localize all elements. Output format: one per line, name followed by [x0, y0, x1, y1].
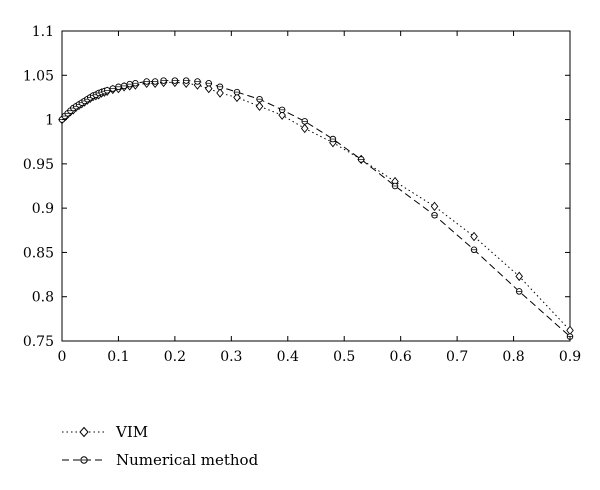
- data-point-vim: [233, 92, 241, 103]
- y-tick-label: 0.75: [23, 334, 54, 350]
- legend-label-numerical-method: Numerical method: [116, 451, 259, 469]
- legend-item-vim: VIM: [60, 418, 258, 446]
- data-point-numerical-method: [120, 82, 128, 90]
- y-tick-label: 1.05: [23, 68, 54, 84]
- data-point-numerical-method: [126, 80, 133, 88]
- data-point-vim: [470, 231, 478, 242]
- data-point-vim: [278, 110, 286, 120]
- data-point-numerical-method: [205, 80, 213, 87]
- plot-frame: [61, 30, 571, 342]
- data-point-numerical-method: [160, 77, 167, 84]
- x-tick-label: 0.8: [502, 349, 524, 365]
- legend: VIM Numerical method: [60, 418, 258, 474]
- data-point-numerical-method: [431, 211, 438, 219]
- data-point-numerical-method: [278, 106, 286, 114]
- series-line-vim: [61, 81, 571, 331]
- data-point-vim: [430, 201, 439, 212]
- legend-swatch-vim: [62, 426, 106, 438]
- x-tick-label: 0: [58, 349, 67, 365]
- y-tick-label: 0.8: [32, 290, 54, 306]
- data-point-numerical-method: [151, 78, 159, 85]
- legend-item-numerical-method: Numerical method: [60, 446, 258, 474]
- y-tick-label: 0.95: [23, 157, 54, 173]
- data-point-numerical-method: [132, 80, 139, 87]
- data-point-numerical-method: [256, 95, 263, 103]
- data-point-numerical-method: [109, 85, 117, 92]
- data-point-numerical-method: [216, 83, 224, 91]
- tick-layer: 0 0.1 0.2 0.3 0.4 0.5 0.6 0.7 0.8 0.9 0.75 0.8 0.85 0…: [23, 24, 581, 365]
- y-tick-label: 1.1: [32, 24, 54, 40]
- x-tick-label: 0.5: [333, 349, 355, 365]
- data-point-numerical-method: [357, 156, 365, 163]
- x-tick-label: 0.9: [559, 349, 581, 365]
- x-tick-label: 0.2: [164, 349, 186, 365]
- data-point-numerical-method: [103, 87, 111, 94]
- data-point-numerical-method: [329, 135, 337, 143]
- data-point-numerical-method: [115, 83, 122, 91]
- data-point-numerical-method: [391, 182, 399, 190]
- series-line-numerical-method: [61, 80, 571, 337]
- line-chart: 0 0.1 0.2 0.3 0.4 0.5 0.6 0.7 0.8 0.9 0.75 0.8 0.85 0…: [23, 24, 581, 365]
- data-point-numerical-method: [194, 78, 201, 85]
- x-tick-label: 0.3: [220, 349, 242, 365]
- x-tick-label: 0.4: [277, 349, 299, 365]
- data-point-vim: [255, 101, 264, 112]
- data-point-vim: [515, 271, 523, 282]
- plot-area: [61, 30, 571, 342]
- data-point-vim: [300, 123, 309, 134]
- series-vim: [58, 77, 574, 336]
- data-point-vim: [204, 83, 213, 94]
- x-tick-label: 0.6: [390, 349, 412, 365]
- series-layer: [58, 77, 574, 340]
- data-point-numerical-method: [233, 88, 241, 96]
- legend-label-vim: VIM: [116, 423, 149, 441]
- x-tick-label: 0.7: [446, 349, 468, 365]
- series-numerical-method: [58, 77, 574, 340]
- data-point-numerical-method: [143, 78, 150, 85]
- data-point-vim: [566, 325, 574, 336]
- y-tick-label: 0.85: [23, 245, 54, 261]
- data-point-numerical-method: [182, 77, 190, 84]
- data-point-numerical-method: [301, 118, 308, 125]
- data-point-vim: [216, 88, 224, 98]
- data-point-numerical-method: [470, 246, 478, 254]
- data-point-numerical-method: [171, 77, 179, 84]
- x-tick-label: 0.1: [107, 349, 129, 365]
- y-tick-label: 0.9: [32, 201, 54, 217]
- y-tick-label: 1: [45, 113, 54, 129]
- legend-swatch-numerical-method: [62, 456, 106, 464]
- data-point-numerical-method: [515, 288, 523, 295]
